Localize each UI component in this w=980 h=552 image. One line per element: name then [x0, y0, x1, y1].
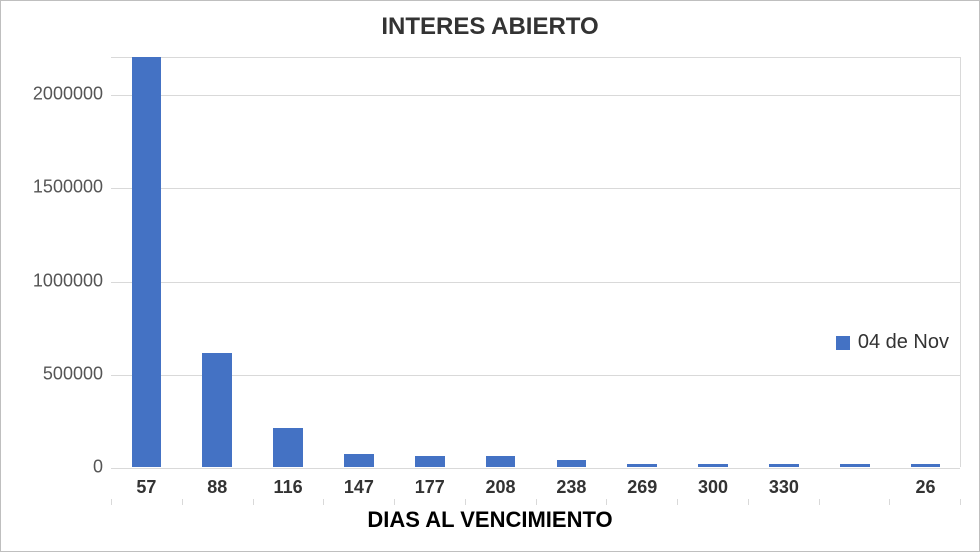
ytick-label: 500000	[13, 363, 103, 384]
xtick-mark	[395, 499, 466, 505]
xtick-mark	[183, 499, 254, 505]
xtick-label: 147	[323, 477, 394, 498]
chart-container: INTERES ABIERTO 04 de Nov 57881161471772…	[0, 0, 980, 552]
xtick-mark	[254, 499, 325, 505]
ytick-label: 0	[13, 457, 103, 478]
xtick-mark	[607, 499, 678, 505]
xtick-label: 26	[890, 477, 961, 498]
xaxis-title: DIAS AL VENCIMIENTO	[1, 507, 979, 533]
xtick-label: 208	[465, 477, 536, 498]
y-gridline	[111, 95, 960, 96]
xtick-mark	[537, 499, 608, 505]
y-gridline	[111, 282, 960, 283]
legend: 04 de Nov	[836, 331, 949, 354]
legend-label: 04 de Nov	[858, 331, 949, 354]
plot-area	[111, 57, 961, 467]
xtick-label: 177	[394, 477, 465, 498]
y-gridline	[111, 468, 960, 469]
xtick-mark	[324, 499, 395, 505]
xtick-mark	[749, 499, 820, 505]
ytick-label: 1000000	[13, 270, 103, 291]
legend-swatch	[836, 336, 850, 350]
chart-title: INTERES ABIERTO	[1, 13, 979, 41]
xtick-mark	[111, 499, 183, 505]
y-gridline	[111, 188, 960, 189]
xtick-mark	[678, 499, 749, 505]
xtick-label: 116	[253, 477, 324, 498]
xtick-label: 57	[111, 477, 182, 498]
ytick-label: 2000000	[13, 84, 103, 105]
xtick-label: 88	[182, 477, 253, 498]
xtick-label: 238	[536, 477, 607, 498]
xtick-label	[819, 477, 890, 498]
xtick-label: 269	[607, 477, 678, 498]
y-gridline	[111, 375, 960, 376]
xtick-label: 300	[678, 477, 749, 498]
xaxis-tick-row: 5788116147177208238269300330 26	[111, 477, 961, 498]
xtick-mark	[466, 499, 537, 505]
ytick-label: 1500000	[13, 177, 103, 198]
xtick-label: 330	[748, 477, 819, 498]
xtick-mark	[820, 499, 891, 505]
xaxis-tickmarks	[111, 499, 961, 505]
xtick-mark	[890, 499, 961, 505]
